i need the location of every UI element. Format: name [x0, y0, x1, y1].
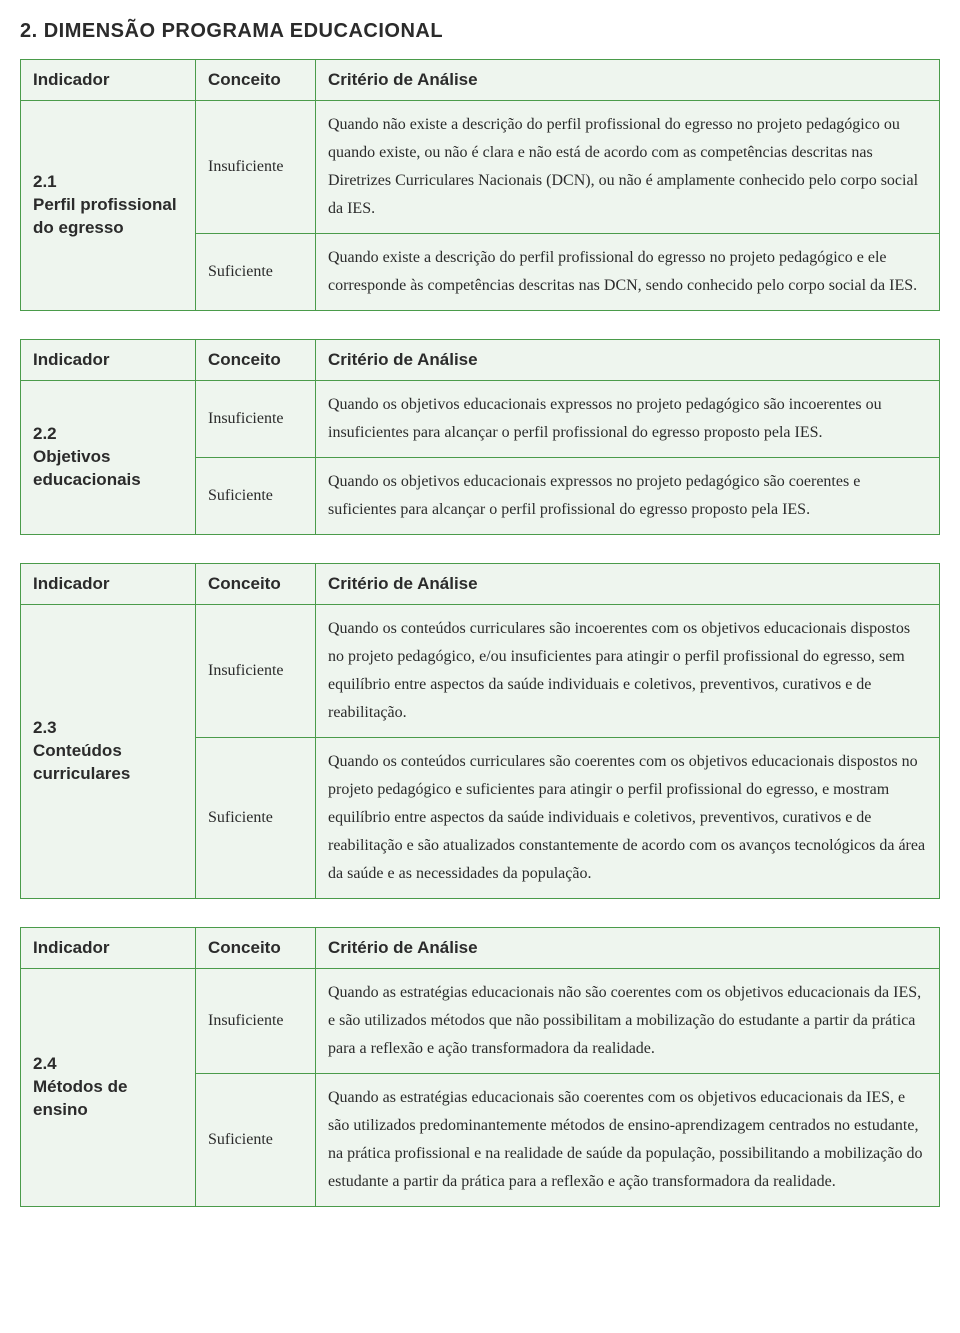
concept-cell: Insuficiente	[196, 101, 316, 234]
indicator-name: Métodos de ensino	[33, 1077, 127, 1119]
criterion-cell: Quando os conteúdos curriculares são coe…	[316, 738, 940, 899]
table-row: 2.1 Perfil profissional do egresso Insuf…	[21, 101, 940, 234]
indicator-cell: 2.4 Métodos de ensino	[21, 969, 196, 1207]
criterion-cell: Quando os conteúdos curriculares são inc…	[316, 605, 940, 738]
header-indicator: Indicador	[21, 340, 196, 381]
header-indicator: Indicador	[21, 564, 196, 605]
table-row: 2.3 Conteúdos curriculares Insuficiente …	[21, 605, 940, 738]
indicator-name: Conteúdos curriculares	[33, 741, 130, 783]
table-header-row: Indicador Conceito Critério de Análise	[21, 60, 940, 101]
header-criterion: Critério de Análise	[316, 928, 940, 969]
concept-cell: Suficiente	[196, 458, 316, 535]
indicator-number: 2.4	[33, 1054, 57, 1073]
indicator-number: 2.2	[33, 424, 57, 443]
indicator-table-2-4: Indicador Conceito Critério de Análise 2…	[20, 927, 940, 1207]
header-indicator: Indicador	[21, 60, 196, 101]
indicator-cell: 2.2 Objetivos educacionais	[21, 381, 196, 535]
table-header-row: Indicador Conceito Critério de Análise	[21, 564, 940, 605]
header-indicator: Indicador	[21, 928, 196, 969]
criterion-cell: Quando as estratégias educacionais são c…	[316, 1074, 940, 1207]
table-row: 2.2 Objetivos educacionais Insuficiente …	[21, 381, 940, 458]
header-criterion: Critério de Análise	[316, 564, 940, 605]
header-concept: Conceito	[196, 340, 316, 381]
section-title: 2. DIMENSÃO PROGRAMA EDUCACIONAL	[20, 20, 940, 43]
indicator-table-2-1: Indicador Conceito Critério de Análise 2…	[20, 59, 940, 311]
criterion-cell: Quando os objetivos educacionais express…	[316, 381, 940, 458]
indicator-cell: 2.3 Conteúdos curriculares	[21, 605, 196, 899]
criterion-cell: Quando não existe a descrição do perfil …	[316, 101, 940, 234]
indicator-number: 2.3	[33, 718, 57, 737]
header-criterion: Critério de Análise	[316, 340, 940, 381]
criterion-cell: Quando os objetivos educacionais express…	[316, 458, 940, 535]
header-concept: Conceito	[196, 60, 316, 101]
concept-cell: Suficiente	[196, 234, 316, 311]
table-row: 2.4 Métodos de ensino Insuficiente Quand…	[21, 969, 940, 1074]
indicator-number: 2.1	[33, 172, 57, 191]
criterion-cell: Quando as estratégias educacionais não s…	[316, 969, 940, 1074]
indicator-table-2-3: Indicador Conceito Critério de Análise 2…	[20, 563, 940, 899]
criterion-cell: Quando existe a descrição do perfil prof…	[316, 234, 940, 311]
concept-cell: Insuficiente	[196, 605, 316, 738]
header-concept: Conceito	[196, 928, 316, 969]
concept-cell: Insuficiente	[196, 969, 316, 1074]
table-header-row: Indicador Conceito Critério de Análise	[21, 928, 940, 969]
indicator-name: Perfil profissional do egresso	[33, 195, 177, 237]
indicator-cell: 2.1 Perfil profissional do egresso	[21, 101, 196, 311]
concept-cell: Insuficiente	[196, 381, 316, 458]
table-header-row: Indicador Conceito Critério de Análise	[21, 340, 940, 381]
indicator-table-2-2: Indicador Conceito Critério de Análise 2…	[20, 339, 940, 535]
concept-cell: Suficiente	[196, 1074, 316, 1207]
concept-cell: Suficiente	[196, 738, 316, 899]
indicator-name: Objetivos educacionais	[33, 447, 141, 489]
header-criterion: Critério de Análise	[316, 60, 940, 101]
header-concept: Conceito	[196, 564, 316, 605]
